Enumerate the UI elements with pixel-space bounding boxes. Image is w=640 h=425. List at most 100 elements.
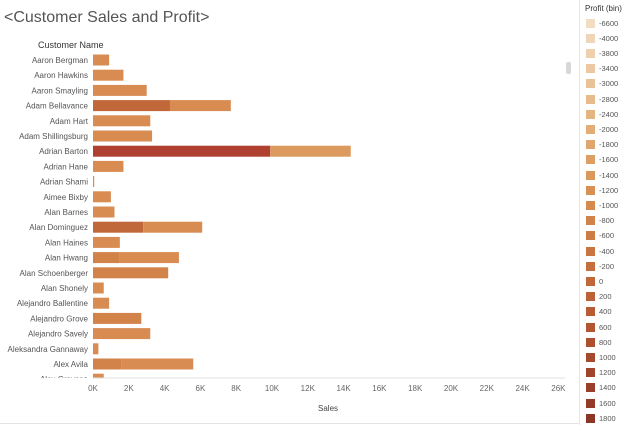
bar-segment[interactable] [93, 282, 104, 294]
category-label[interactable]: Alan Shonely [41, 284, 88, 293]
bar-segment[interactable] [93, 343, 99, 355]
bar-segment[interactable] [119, 252, 179, 264]
legend-item[interactable]: -4000 [586, 33, 618, 43]
x-tick-label: 8K [231, 384, 241, 393]
legend-item[interactable]: -200 [586, 261, 614, 271]
legend-item[interactable]: -1600 [586, 155, 618, 165]
category-label[interactable]: Aimee Bixby [44, 193, 88, 202]
title-close-bracket: > [200, 9, 210, 26]
legend-swatch [586, 307, 595, 317]
category-label[interactable]: Alan Hwang [45, 254, 88, 263]
legend-item[interactable]: 0 [586, 276, 603, 286]
legend-item[interactable]: -2400 [586, 109, 618, 119]
legend-item[interactable]: -400 [586, 246, 614, 256]
category-label[interactable]: Adam Shillingsburg [19, 132, 88, 141]
legend-item[interactable]: -1400 [586, 170, 618, 180]
legend-label: 0 [599, 276, 604, 286]
legend-item[interactable]: 1800 [586, 413, 616, 423]
category-label[interactable]: Alejandro Grove [30, 314, 88, 323]
legend-item[interactable]: 1200 [586, 368, 616, 378]
bar-segment[interactable] [93, 312, 142, 324]
category-label[interactable]: Alex Avila [53, 360, 88, 369]
legend-item[interactable]: -6600 [586, 18, 618, 28]
legend-item[interactable]: -3800 [586, 48, 618, 58]
legend-item[interactable]: -1000 [586, 200, 618, 210]
legend-swatch [586, 383, 595, 393]
bar-segment[interactable] [93, 191, 111, 203]
bar-segment[interactable] [93, 130, 153, 142]
category-label[interactable]: Aleksandra Gannaway [8, 345, 89, 354]
legend-item[interactable]: -800 [586, 216, 614, 226]
bar-segment[interactable] [93, 267, 169, 279]
bar-segment[interactable] [93, 221, 144, 233]
legend-item[interactable]: 1400 [586, 383, 616, 393]
legend-label: -800 [599, 216, 615, 226]
legend-item[interactable]: 1600 [586, 398, 616, 408]
category-label[interactable]: Alan Haines [45, 238, 88, 247]
bar-segment[interactable] [93, 328, 151, 340]
legend-label: -1000 [599, 200, 619, 210]
x-tick-label: 14K [336, 384, 351, 393]
bar-segment[interactable] [93, 160, 124, 172]
legend-swatch [586, 368, 595, 378]
bar-segment[interactable] [93, 236, 120, 248]
category-label[interactable]: Aaron Bergman [32, 56, 88, 65]
bar-segment[interactable] [93, 115, 151, 127]
bar-segment[interactable] [93, 206, 115, 218]
bar-segment[interactable] [93, 100, 170, 112]
bar-segment[interactable] [93, 252, 120, 264]
category-label[interactable]: Alejandro Ballentine [17, 299, 89, 308]
legend-swatch [586, 231, 595, 241]
bar-segment[interactable] [270, 145, 351, 157]
legend-label: -2000 [599, 124, 619, 134]
category-label[interactable]: Alan Schoenberger [20, 269, 89, 278]
legend-label: 1800 [599, 413, 616, 423]
legend-item[interactable]: 400 [586, 307, 612, 317]
category-label[interactable]: Aaron Hawkins [34, 71, 88, 80]
legend-swatch [586, 124, 595, 134]
category-label[interactable]: Alan Barnes [44, 208, 88, 217]
legend-item[interactable]: -2000 [586, 124, 618, 134]
bar-segment[interactable] [93, 84, 147, 96]
category-label[interactable]: Adam Hart [50, 117, 89, 126]
bar-segment[interactable] [93, 358, 122, 370]
vertical-scrollbar[interactable] [566, 62, 571, 74]
category-label[interactable]: Alejandro Savely [28, 330, 88, 339]
bar-segment[interactable] [93, 176, 95, 188]
bar-segment[interactable] [169, 100, 231, 112]
bar-segment[interactable] [121, 358, 194, 370]
category-label[interactable]: Adrian Hane [44, 162, 89, 171]
bar-chart: Aaron Bergman Aaron Hawkins Aaron Smayling… [8, 54, 566, 393]
bar-segment[interactable] [143, 221, 203, 233]
legend-item[interactable]: 600 [586, 322, 612, 332]
category-label[interactable]: Adam Bellavance [26, 102, 89, 111]
legend-item[interactable]: 200 [586, 292, 612, 302]
legend-swatch [586, 170, 595, 180]
x-axis-label: Sales [318, 404, 339, 413]
legend-label: -3000 [599, 79, 619, 89]
legend-label: 1200 [599, 368, 616, 378]
legend-item[interactable]: -600 [586, 231, 614, 241]
bar-segment[interactable] [93, 297, 110, 309]
legend-item[interactable]: 800 [586, 337, 612, 347]
category-label[interactable]: Alex Grayson [40, 375, 88, 384]
category-label[interactable]: Adrian Barton [39, 147, 88, 156]
page-title[interactable]: <Customer Sales and Profit> [4, 9, 209, 27]
category-label[interactable]: Alan Dominguez [29, 223, 88, 232]
legend-item[interactable]: -3400 [586, 64, 618, 74]
legend-item[interactable]: 1000 [586, 352, 616, 362]
category-label[interactable]: Aaron Smayling [32, 86, 88, 95]
legend-item[interactable]: -1800 [586, 140, 618, 150]
legend-swatch [586, 185, 595, 195]
legend-title: Profit (bin) [585, 4, 622, 13]
legend-item[interactable]: -2800 [586, 94, 618, 104]
category-label[interactable]: Adrian Shami [40, 178, 88, 187]
bar-segment[interactable] [93, 54, 110, 66]
column-header-customer-name[interactable]: Customer Name [38, 40, 104, 50]
legend-swatch [586, 64, 595, 74]
bar-segment[interactable] [93, 69, 124, 81]
bar-segment[interactable] [93, 373, 104, 385]
bar-segment[interactable] [93, 145, 271, 157]
legend-item[interactable]: -1200 [586, 185, 618, 195]
legend-item[interactable]: -3000 [586, 79, 618, 89]
